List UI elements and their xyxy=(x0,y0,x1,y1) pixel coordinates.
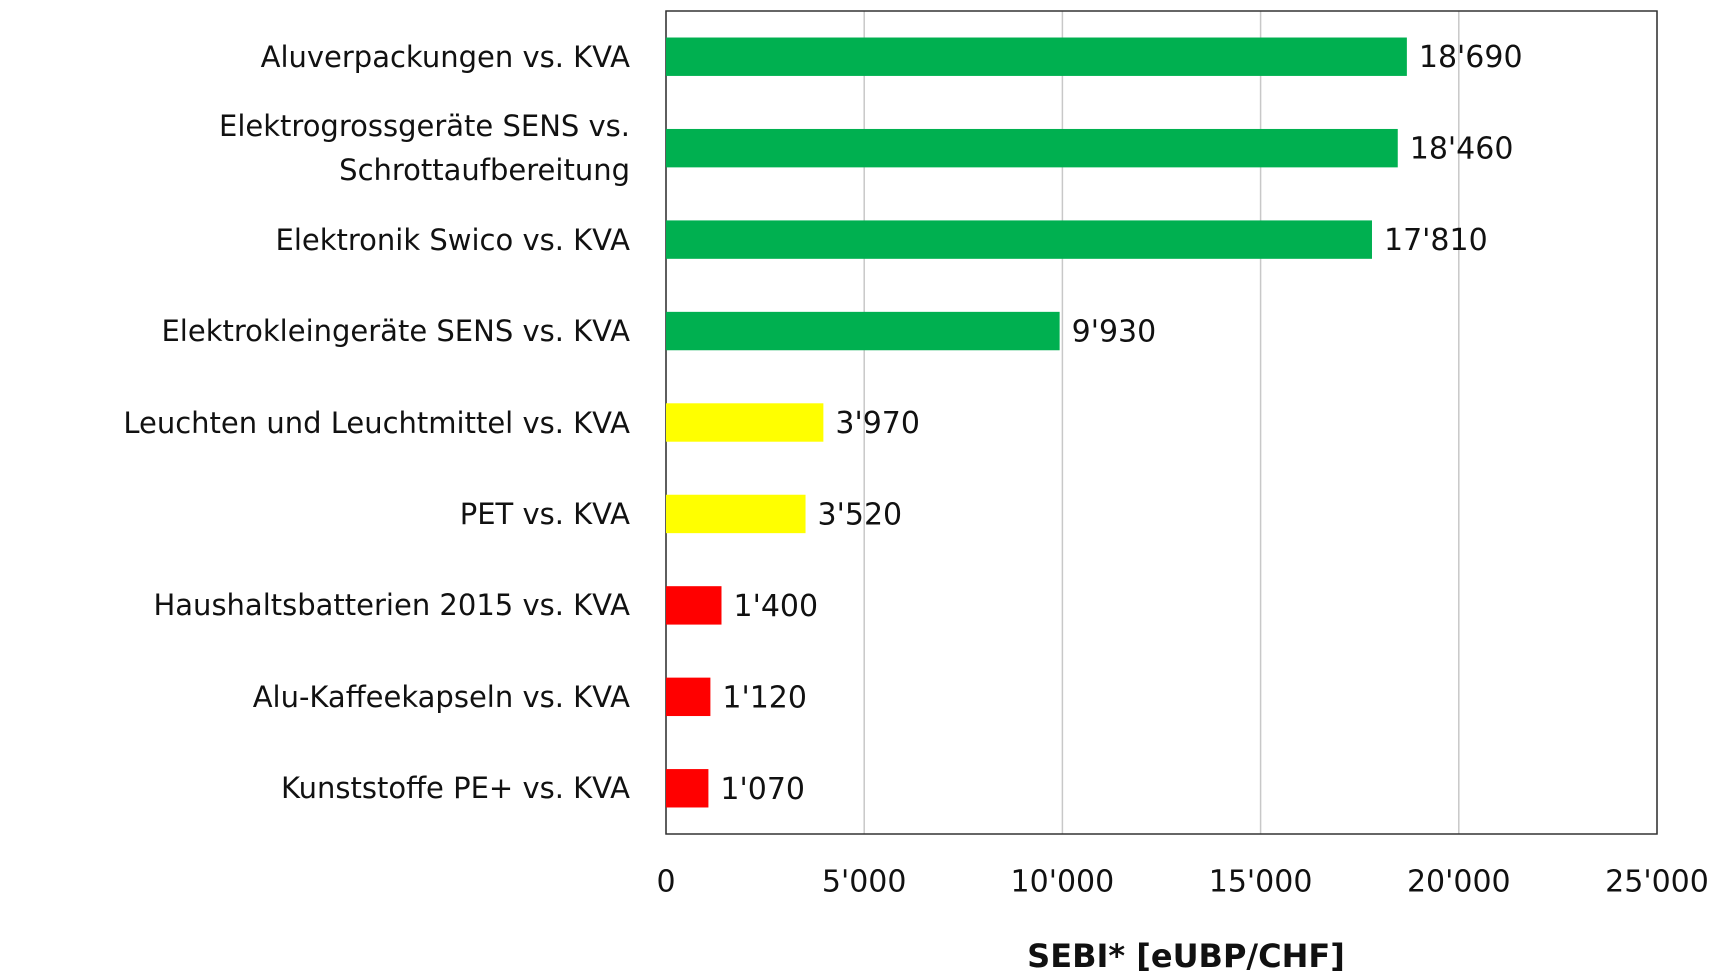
value-label: 1'120 xyxy=(722,680,807,715)
y-tick-label: Elektrokleingeräte SENS vs. KVA xyxy=(161,314,630,349)
bar xyxy=(666,220,1372,259)
y-tick-label: Elektrogrossgeräte SENS vs. Schrottaufbe… xyxy=(219,109,630,188)
x-tick-label: 5'000 xyxy=(822,865,907,900)
x-axis-label: SEBI* [eUBP/CHF] xyxy=(1027,937,1345,975)
y-tick-label: Alu-Kaffeekapseln vs. KVA xyxy=(252,679,630,714)
value-label: 17'810 xyxy=(1384,223,1488,258)
y-tick-label: Kunststoffe PE+ vs. KVA xyxy=(281,771,630,806)
value-label: 1'070 xyxy=(720,772,805,807)
y-tick-label: Aluverpackungen vs. KVA xyxy=(260,39,630,74)
value-label: 18'690 xyxy=(1419,40,1523,75)
y-tick-label: PET vs. KVA xyxy=(459,496,630,531)
bar xyxy=(666,37,1407,76)
bar xyxy=(666,494,806,534)
x-tick-label: 20'000 xyxy=(1407,865,1511,900)
value-label: 3'520 xyxy=(818,497,903,532)
value-label: 3'970 xyxy=(835,406,920,441)
bar xyxy=(666,128,1398,168)
bar xyxy=(666,677,711,717)
x-tick-label: 25'000 xyxy=(1605,865,1709,900)
bar xyxy=(666,403,824,442)
y-tick-label: Haushaltsbatterien 2015 vs. KVA xyxy=(153,588,630,623)
x-tick-label: 15'000 xyxy=(1209,865,1313,900)
value-label: 18'460 xyxy=(1410,132,1514,167)
y-tick-label: Leuchten und Leuchtmittel vs. KVA xyxy=(123,405,630,440)
value-label: 9'930 xyxy=(1072,315,1157,350)
bar xyxy=(666,311,1060,351)
bar xyxy=(666,769,709,808)
value-label: 1'400 xyxy=(733,589,818,624)
x-tick-label: 10'000 xyxy=(1011,865,1115,900)
y-tick-label: Elektronik Swico vs. KVA xyxy=(275,222,631,257)
x-tick-label: 0 xyxy=(656,865,675,900)
bar xyxy=(666,586,722,625)
